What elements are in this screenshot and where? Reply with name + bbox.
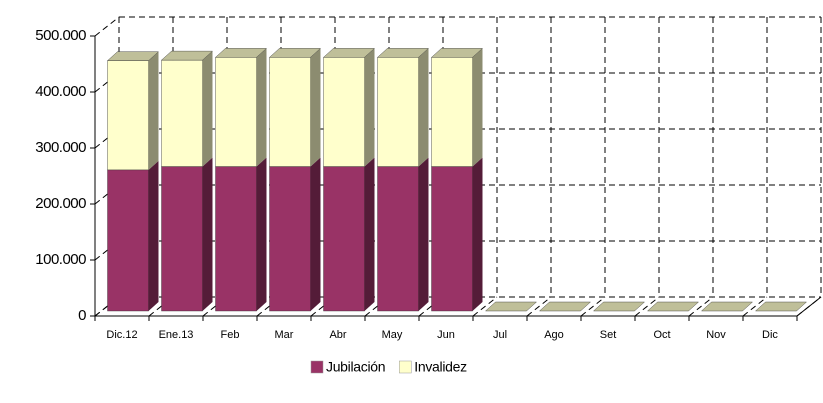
bar-top: [160, 50, 214, 61]
bar-front: [161, 166, 203, 312]
x-tick-label: Mar: [275, 329, 294, 341]
bar-top: [538, 301, 592, 312]
legend-label: Jubilación: [326, 359, 385, 375]
bar-top: [430, 48, 484, 58]
grid-line: [94, 16, 120, 37]
x-tick-label: Jun: [437, 329, 455, 341]
y-tick-label: 500.000: [35, 27, 86, 44]
bar-top: [268, 48, 322, 58]
x-tick-label: Jul: [493, 329, 507, 341]
bar-side: [418, 48, 429, 167]
x-tick-label: Ene.13: [159, 329, 194, 341]
x-tick-label: Nov: [706, 329, 726, 341]
bar-side: [310, 157, 321, 311]
grid-line: [526, 296, 552, 317]
grid-line: [580, 296, 606, 317]
bar-top: [106, 51, 160, 61]
bar-top: [754, 301, 808, 312]
bar-side: [202, 51, 213, 167]
bar-side: [256, 48, 267, 167]
bar-front: [323, 57, 365, 167]
bar-front: [215, 166, 257, 312]
bar-front: [431, 57, 473, 167]
y-tick-label: 400.000: [35, 83, 86, 100]
bar-side: [364, 157, 375, 311]
grid-line: [688, 296, 714, 317]
legend-label: Invalidez: [414, 359, 467, 375]
bar-side: [256, 157, 267, 311]
x-tick-label: May: [382, 329, 403, 341]
axis: [796, 296, 822, 317]
bar-side: [310, 48, 321, 167]
legend-swatch: [399, 360, 412, 374]
bar-side: [148, 160, 159, 311]
bar-side: [472, 157, 483, 311]
bar-front: [377, 57, 419, 167]
bar-front: [215, 57, 257, 167]
bar-front: [107, 169, 149, 312]
bar-side: [202, 157, 213, 311]
y-tick-label: 300.000: [35, 139, 86, 156]
bar-top: [646, 301, 700, 312]
grid-line: [634, 296, 660, 317]
grid-line: [742, 296, 768, 317]
bar-front: [431, 166, 473, 312]
bar-top: [592, 301, 646, 312]
bar-side: [418, 157, 429, 311]
y-tick-label: 100.000: [35, 251, 86, 268]
legend-swatch: [310, 360, 324, 374]
y-tick-label: 200.000: [35, 195, 86, 212]
x-tick-label: Oct: [653, 329, 670, 341]
bar-front: [323, 166, 365, 312]
bar-side: [148, 51, 159, 170]
x-tick-label: Abr: [329, 329, 346, 341]
x-tick-label: Dic: [762, 329, 778, 341]
bar-side: [364, 48, 375, 167]
x-tick-label: Feb: [221, 329, 240, 341]
bar-top: [484, 301, 538, 312]
bar-top: [700, 301, 754, 312]
bar-front: [377, 166, 419, 312]
x-tick-label: Dic.12: [106, 329, 137, 341]
bar-top: [322, 48, 376, 58]
y-tick-label: 0: [78, 307, 86, 324]
bar-top: [214, 48, 268, 58]
grid-line: [472, 296, 498, 317]
bar-front: [107, 60, 149, 171]
bar-side: [472, 48, 483, 167]
bar-front: [161, 59, 203, 167]
x-tick-label: Set: [600, 329, 617, 341]
bar-front: [269, 166, 311, 312]
bar-front: [269, 57, 311, 167]
x-tick-label: Ago: [544, 329, 564, 341]
bar-top: [376, 48, 430, 58]
